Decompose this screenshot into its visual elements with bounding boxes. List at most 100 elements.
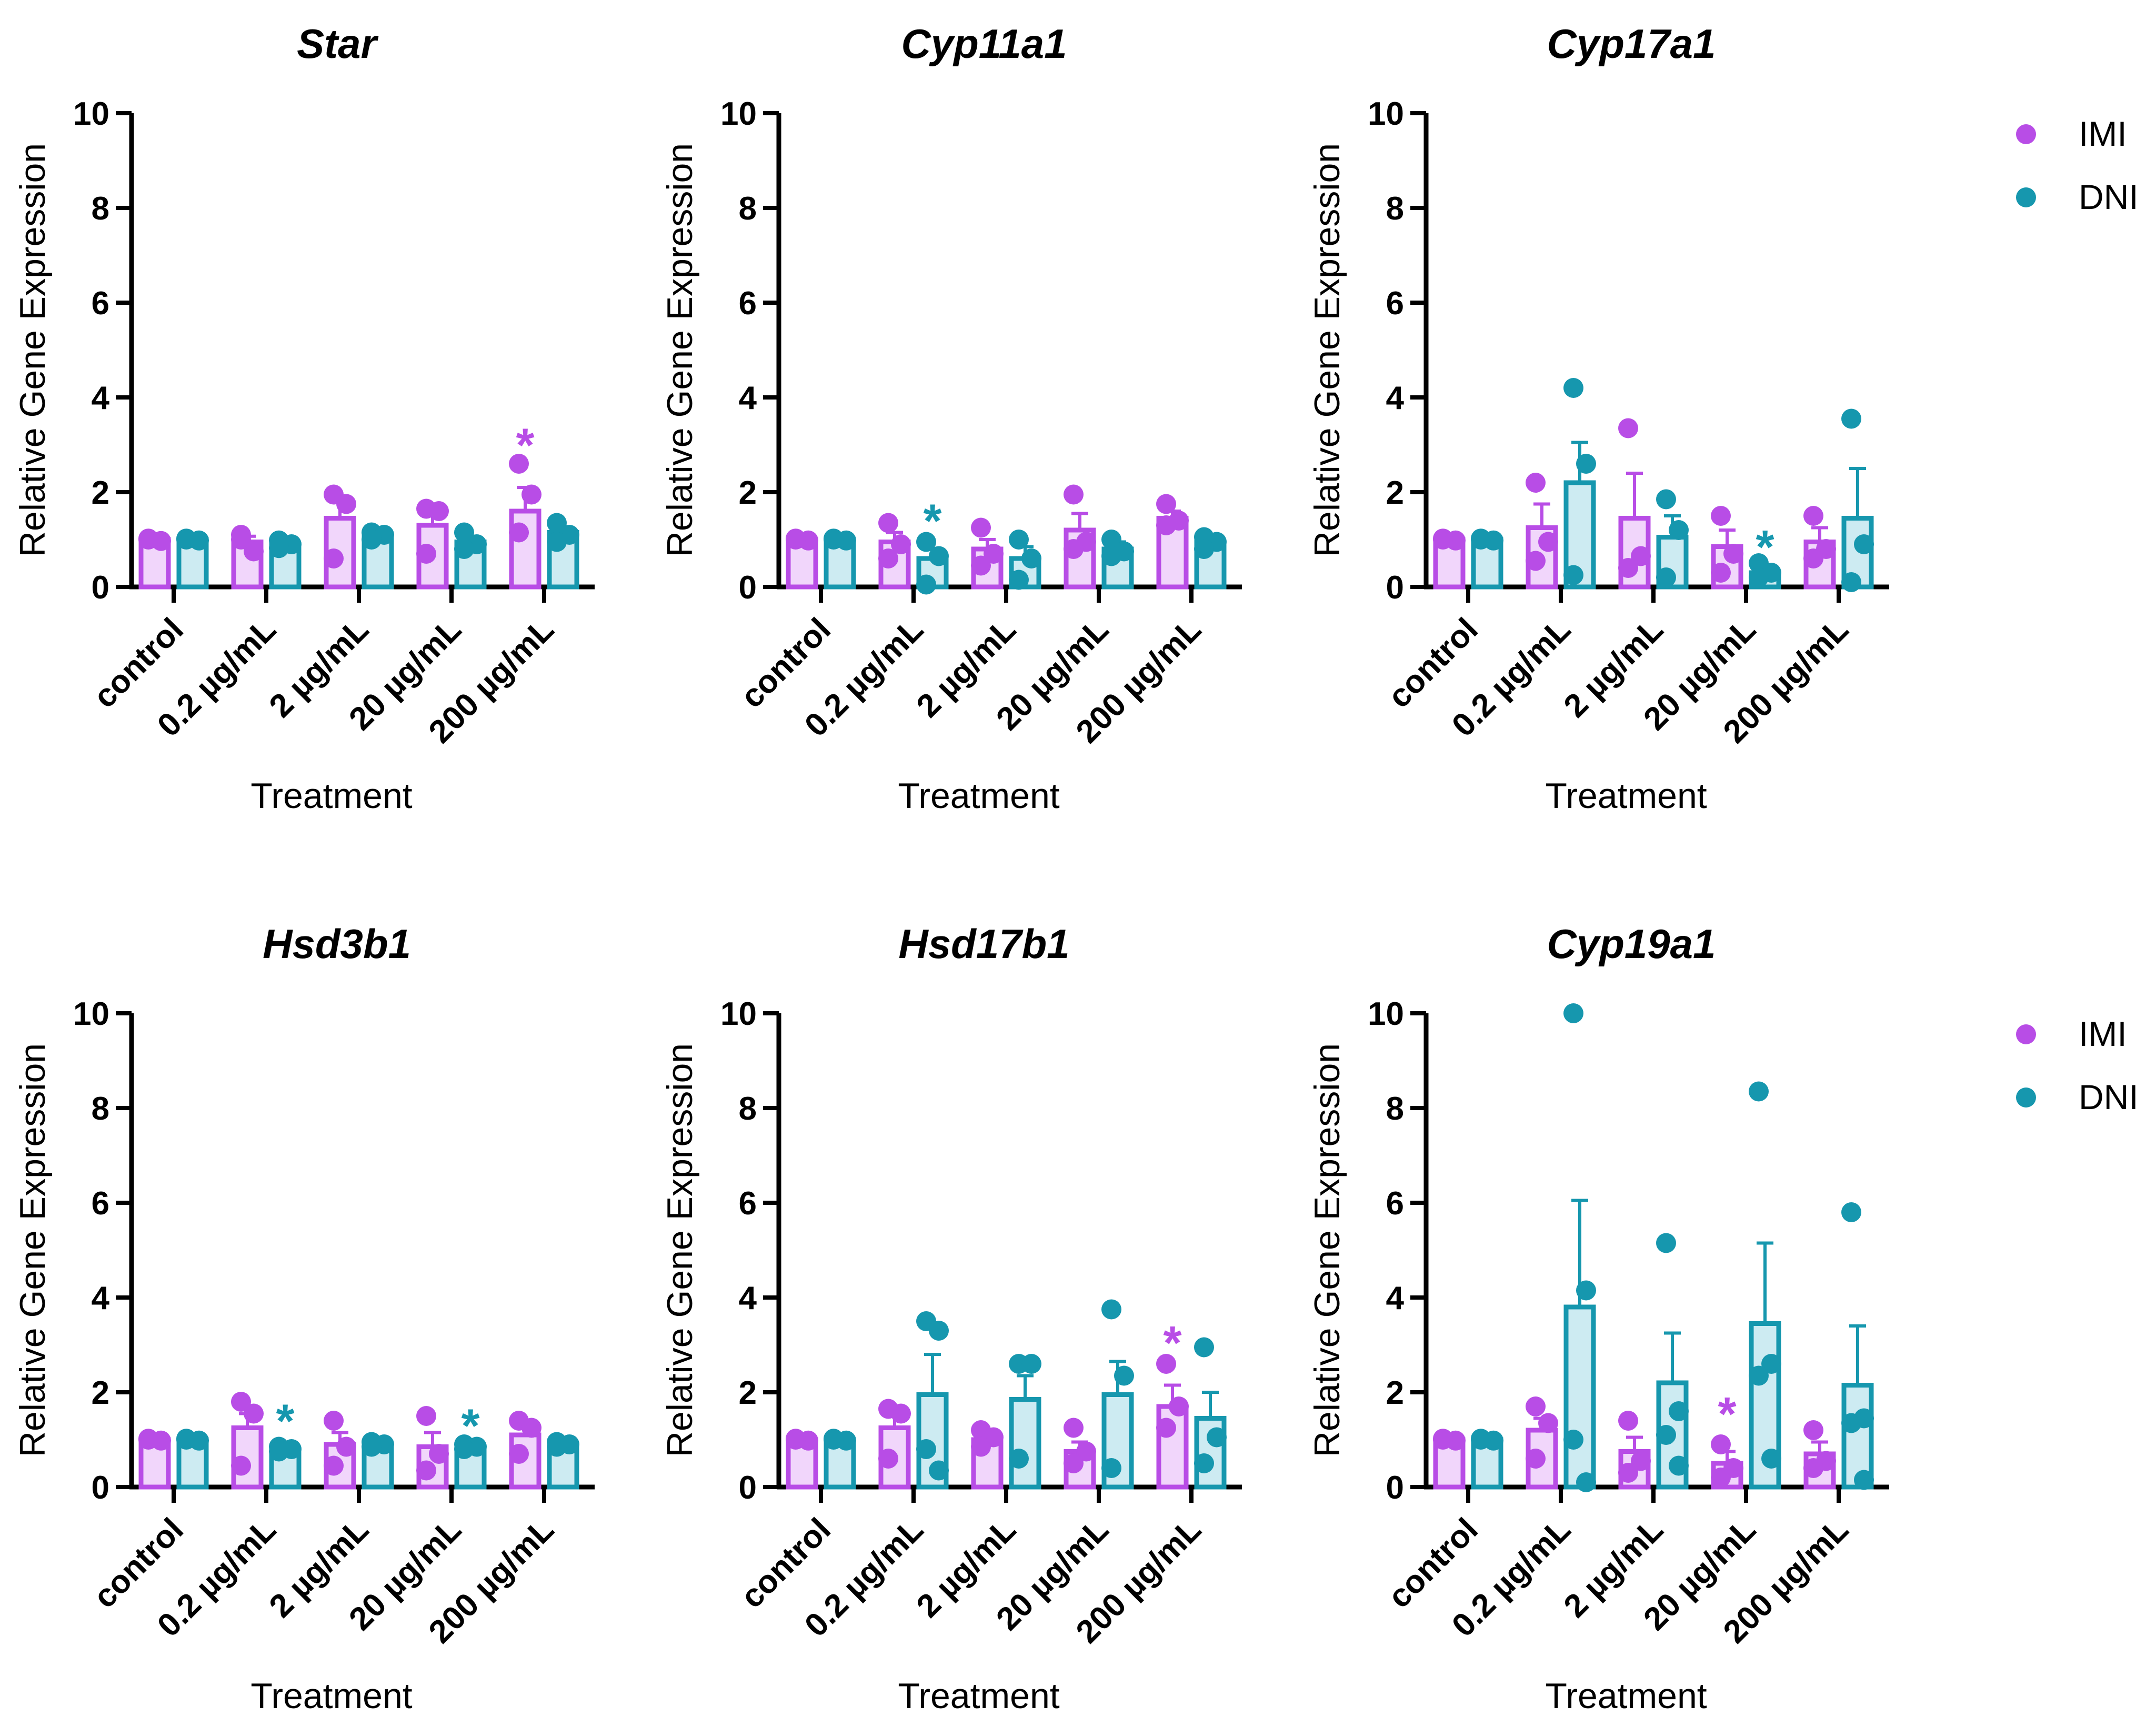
data-point-imi: [1064, 539, 1084, 559]
y-tick-label: 6: [739, 285, 757, 322]
data-point-dni: [1194, 539, 1214, 559]
y-tick-label: 4: [739, 1280, 757, 1316]
legend-label-dni: DNI: [2079, 177, 2139, 216]
data-point-dni: [1563, 378, 1583, 398]
data-point-dni: [929, 1460, 949, 1481]
data-point-imi: [1169, 1396, 1189, 1416]
y-axis-label: Relative Gene Expression: [13, 143, 53, 557]
data-point-imi: [324, 548, 344, 568]
data-point-dni: [824, 1429, 844, 1449]
y-tick-label: 6: [92, 285, 109, 322]
data-point-dni: [1656, 567, 1676, 587]
y-tick-label: 6: [1386, 1185, 1404, 1222]
data-point-imi: [891, 534, 911, 554]
x-axis-label: Treatment: [898, 1676, 1059, 1716]
data-point-dni: [1576, 454, 1596, 474]
data-point-dni: [1194, 1337, 1214, 1358]
data-point-imi: [878, 548, 898, 568]
significance-marker: *: [1163, 1317, 1181, 1370]
y-tick-label: 4: [1386, 380, 1405, 416]
data-point-imi: [509, 1444, 529, 1464]
data-point-imi: [416, 1460, 436, 1481]
significance-marker: *: [516, 420, 534, 472]
data-point-dni: [916, 574, 936, 595]
data-point-dni: [1761, 1449, 1781, 1469]
data-point-imi: [336, 1436, 356, 1457]
data-point-imi: [1156, 494, 1176, 514]
y-tick-label: 6: [92, 1185, 109, 1222]
data-point-imi: [1618, 1463, 1638, 1483]
data-point-imi: [324, 1411, 344, 1431]
x-axis-label: Treatment: [1545, 1676, 1707, 1716]
y-tick-label: 8: [739, 1091, 757, 1127]
data-point-dni: [176, 1429, 196, 1449]
data-point-dni: [454, 1439, 474, 1459]
data-point-imi: [522, 1418, 541, 1438]
significance-marker: *: [1718, 1388, 1736, 1441]
y-tick-label: 6: [739, 1185, 757, 1222]
data-point-imi: [1156, 1354, 1176, 1374]
data-point-imi: [1156, 1418, 1176, 1438]
data-point-imi: [138, 528, 158, 549]
y-axis-label: Relative Gene Expression: [660, 143, 700, 557]
chart-panel-2: Cyp11a1 Relative Gene Expression Treatment…: [660, 21, 1242, 816]
chart-title: Cyp11a1: [901, 21, 1067, 67]
y-tick-label: 10: [73, 996, 109, 1032]
y-tick-label: 10: [1368, 996, 1404, 1032]
data-point-imi: [1064, 1418, 1084, 1438]
y-tick-label: 4: [92, 1280, 110, 1316]
data-point-dni: [1576, 1472, 1596, 1492]
y-tick-label: 2: [92, 1375, 109, 1411]
data-point-dni: [1101, 1299, 1121, 1320]
data-point-imi: [244, 1403, 264, 1424]
data-point-dni: [1656, 1233, 1676, 1253]
y-tick-label: 8: [92, 1091, 109, 1127]
data-point-dni: [1021, 548, 1041, 568]
legend-label-imi: IMI: [2079, 1014, 2127, 1053]
significance-marker: *: [1756, 521, 1774, 574]
bar-dni: [1009, 1397, 1041, 1490]
x-axis-label: Treatment: [250, 1676, 412, 1716]
data-point-imi: [984, 544, 1004, 564]
chart-title: Hsd17b1: [898, 921, 1069, 967]
data-point-imi: [1526, 1396, 1546, 1416]
data-point-dni: [1009, 1449, 1029, 1469]
data-point-imi: [324, 1455, 344, 1476]
data-point-dni: [1669, 1401, 1689, 1421]
y-tick-label: 2: [1386, 1375, 1404, 1411]
data-point-dni: [547, 1436, 567, 1457]
y-tick-label: 0: [1386, 1470, 1404, 1506]
data-point-dni: [269, 1441, 289, 1462]
data-point-dni: [1841, 1413, 1861, 1433]
y-tick-label: 0: [92, 1470, 109, 1506]
data-point-dni: [1114, 1365, 1134, 1386]
data-point-dni: [1749, 1365, 1769, 1386]
data-point-dni: [929, 546, 949, 566]
chart-panel-1: Star Relative Gene Expression Treatment 0 2 4…: [13, 21, 595, 816]
data-point-dni: [269, 538, 289, 558]
data-point-dni: [1841, 572, 1861, 592]
y-axis-label: Relative Gene Expression: [13, 1043, 53, 1457]
data-point-dni: [1021, 1354, 1041, 1374]
data-point-imi: [1803, 1458, 1823, 1478]
chart-title: Cyp17a1: [1547, 21, 1716, 67]
data-point-imi: [416, 544, 436, 564]
data-point-imi: [416, 1406, 436, 1426]
data-point-dni: [1656, 489, 1676, 510]
y-tick-label: 2: [739, 475, 757, 511]
data-point-imi: [1803, 548, 1823, 568]
y-tick-label: 10: [73, 96, 109, 132]
data-point-imi: [1803, 1420, 1823, 1440]
data-point-imi: [1076, 1441, 1096, 1462]
chart-panel-6: Cyp19a1 Relative Gene Expression Treatment…: [1307, 921, 1889, 1716]
chart-title: Cyp19a1: [1547, 921, 1716, 967]
data-point-dni: [362, 1436, 382, 1457]
data-point-imi: [891, 1403, 911, 1424]
data-point-dni: [1009, 530, 1029, 550]
data-point-imi: [429, 1444, 449, 1464]
data-point-imi: [231, 1455, 251, 1476]
data-point-imi: [336, 494, 356, 514]
data-point-imi: [522, 484, 541, 505]
y-axis-label: Relative Gene Expression: [660, 1043, 700, 1457]
data-point-dni: [1841, 408, 1861, 429]
